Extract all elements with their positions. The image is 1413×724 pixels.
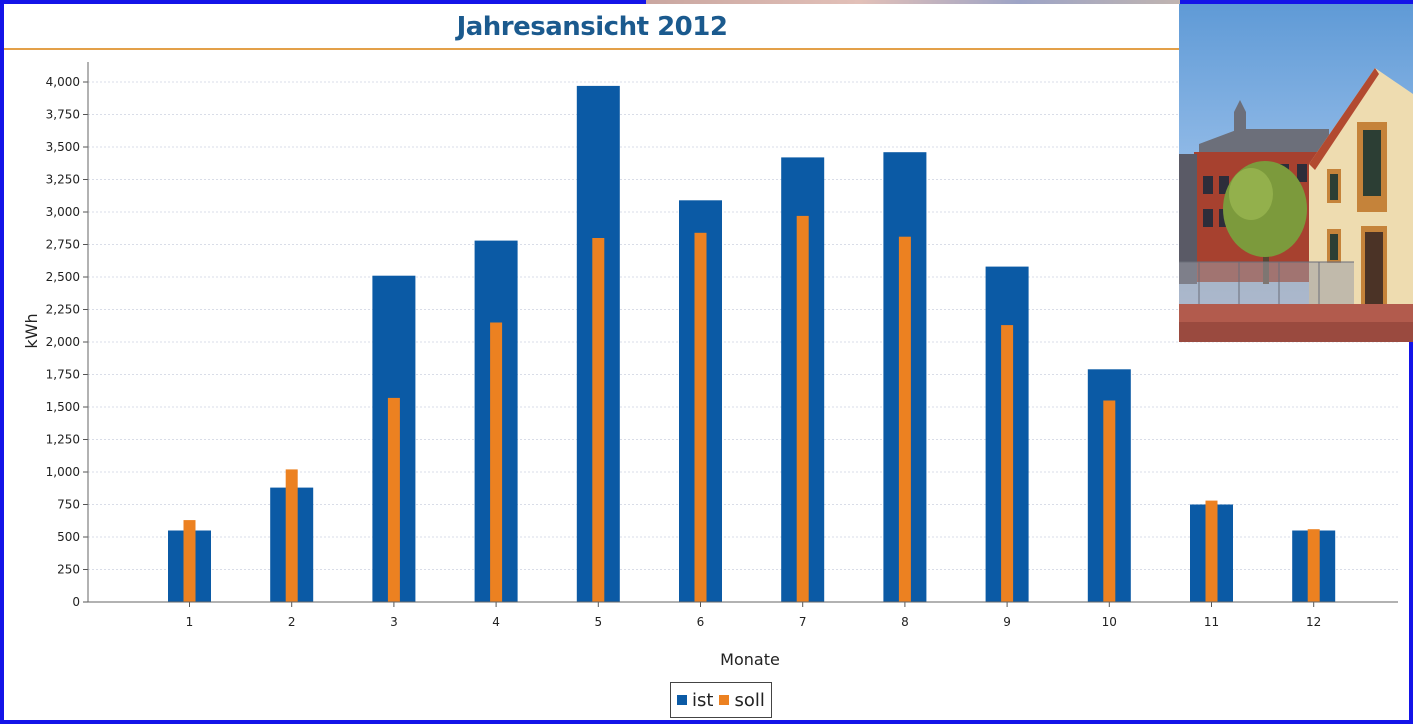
x-tick-label: 4 [492,615,500,629]
chart-title: Jahresansicht 2012 [456,12,728,42]
legend-item-ist: ist [677,690,713,711]
y-tick-label: 3,500 [46,140,80,154]
legend-label-ist: ist [692,689,714,711]
x-tick-label: 12 [1306,615,1321,629]
x-tick-label: 9 [1003,615,1011,629]
y-tick-label: 2,750 [46,238,80,252]
y-tick-label: 3,000 [46,205,80,219]
y-tick-label: 1,500 [46,400,80,414]
y-tick-label: 750 [57,498,80,512]
x-tick-label: 10 [1102,615,1117,629]
legend-swatch-ist [677,695,687,705]
y-tick-label: 0 [72,595,80,609]
building-photo [1179,4,1413,342]
y-tick-label: 500 [57,530,80,544]
x-tick-label: 2 [288,615,296,629]
axes: 0 250 500 750 1,000 1,250 1,500 1,750 2,000 2,250… [46,62,1398,629]
y-tick-label: 1,000 [46,465,80,479]
y-tick-label: 1,750 [46,368,80,382]
bar-soll [898,236,911,602]
bar-soll [387,397,400,602]
bar-soll [285,469,298,602]
bar-soll [1001,325,1014,602]
y-tick-label: 3,250 [46,173,80,187]
bar-soll [1307,529,1320,602]
bar-soll [1103,400,1116,602]
y-tick-label: 1,250 [46,433,80,447]
legend-swatch-soll [719,695,730,705]
x-tick-label: 6 [697,615,705,629]
y-tick-label: 250 [57,563,80,577]
bar-soll [796,215,809,602]
y-tick-label: 4,000 [46,75,80,89]
x-tick-label: 11 [1204,615,1219,629]
top-photo-strip [646,0,1180,4]
chart-legend: ist soll [670,682,772,718]
y-axis-title: kWh [22,313,41,348]
bar-soll [592,238,605,602]
y-tick-label: 3,750 [46,108,80,122]
bars [168,85,1336,603]
title-bar: Jahresansicht 2012 [4,4,1180,50]
y-tick-label: 2,500 [46,270,80,284]
bar-soll [183,520,196,602]
x-tick-label: 8 [901,615,909,629]
x-tick-label: 7 [799,615,807,629]
x-tick-label: 3 [390,615,398,629]
x-axis-title: Monate [720,650,780,669]
building-photo-image [1179,4,1413,342]
x-tick-label: 5 [594,615,602,629]
x-tick-label: 1 [186,615,194,629]
y-tick-label: 2,250 [46,303,80,317]
legend-label-soll: soll [734,689,765,711]
bar-soll [490,322,503,602]
legend-item-soll: soll [719,689,765,711]
y-tick-label: 2,000 [46,335,80,349]
bar-soll [694,232,707,603]
bar-soll [1205,500,1218,602]
